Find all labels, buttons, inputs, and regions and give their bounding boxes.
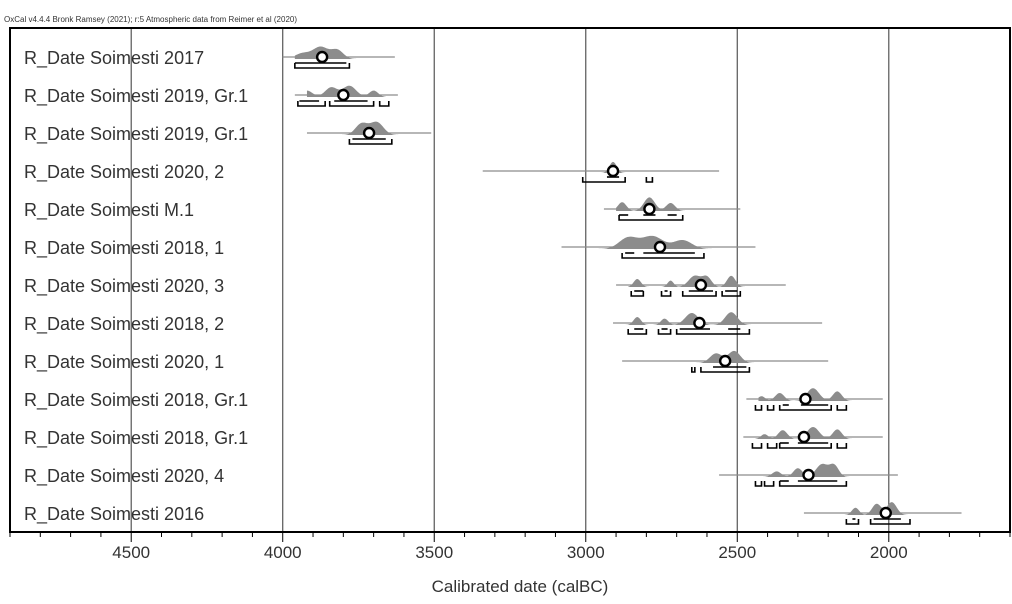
median-marker xyxy=(693,316,706,330)
median-marker xyxy=(362,126,376,140)
hpd95-bracket xyxy=(627,329,648,335)
credit-text: OxCal v4.4.4 Bronk Ramsey (2021); r:5 At… xyxy=(4,15,297,24)
hpd95-bracket xyxy=(660,291,672,297)
series-label: R_Date Soimesti 2017 xyxy=(24,48,204,69)
median-marker xyxy=(799,392,812,406)
series-label: R_Date Soimesti 2018, Gr.1 xyxy=(24,390,248,411)
hpd95-bracket xyxy=(766,405,775,411)
hpd95-bracket xyxy=(618,215,684,221)
median-marker xyxy=(694,278,708,292)
series-label: R_Date Soimesti 2020, 2 xyxy=(24,162,224,183)
plot-frame xyxy=(9,27,1011,533)
series-row: R_Date Soimesti 2017 xyxy=(24,46,395,69)
series-row: R_Date Soimesti 2018, 2 xyxy=(24,312,823,335)
series-row: R_Date Soimesti M.1 xyxy=(24,197,741,221)
hpd95-bracket xyxy=(691,367,696,373)
hpd95-bracket xyxy=(645,177,654,183)
hpd95-bracket xyxy=(754,481,763,487)
hpd95-bracket xyxy=(581,177,626,183)
median-marker xyxy=(802,468,815,482)
median-marker xyxy=(337,88,350,102)
median-marker xyxy=(606,164,620,178)
series-row: R_Date Soimesti 2020, 3 xyxy=(24,275,786,297)
hpd95-bracket xyxy=(328,101,375,107)
series-row: R_Date Soimesti 2020, 1 xyxy=(24,350,829,373)
series-row: R_Date Soimesti 2019, Gr.1 xyxy=(24,121,432,145)
hpd95-bracket xyxy=(681,291,717,297)
hpd95-bracket xyxy=(621,253,705,259)
median-marker xyxy=(879,506,892,520)
series-row: R_Date Soimesti 2016 xyxy=(24,502,962,525)
series-label: R_Date Soimesti 2019, Gr.1 xyxy=(24,124,248,145)
hpd95-bracket xyxy=(297,101,326,107)
hpd95-bracket xyxy=(766,443,778,449)
series-label: R_Date Soimesti 2016 xyxy=(24,504,204,525)
median-marker xyxy=(797,430,811,444)
median-marker xyxy=(643,202,656,216)
hpd95-bracket xyxy=(763,481,775,487)
hpd95-bracket xyxy=(778,405,833,411)
hpd95-bracket xyxy=(778,481,848,487)
tick-label: 3500 xyxy=(415,543,453,562)
hpd95-bracket xyxy=(754,405,763,411)
series-row: R_Date Soimesti 2018, 1 xyxy=(24,235,756,259)
series-row: R_Date Soimesti 2018, Gr.1 xyxy=(24,388,883,411)
hpd95-bracket xyxy=(378,101,390,107)
hpd95-bracket xyxy=(721,291,742,297)
hpd95-bracket xyxy=(630,291,645,297)
tick-label: 3000 xyxy=(567,543,605,562)
series-label: R_Date Soimesti 2020, 1 xyxy=(24,352,224,373)
series-label: R_Date Soimesti 2019, Gr.1 xyxy=(24,86,248,107)
median-marker xyxy=(718,354,732,368)
series-label: R_Date Soimesti 2018, Gr.1 xyxy=(24,428,248,449)
median-marker xyxy=(315,50,329,64)
x-axis-title: Calibrated date (calBC) xyxy=(432,577,609,596)
hpd95-bracket xyxy=(700,367,751,373)
hpd95-bracket xyxy=(869,519,911,525)
tick-label: 2500 xyxy=(718,543,756,562)
tick-label: 4500 xyxy=(112,543,150,562)
distribution-shape xyxy=(755,427,871,439)
series-label: R_Date Soimesti 2020, 4 xyxy=(24,466,224,487)
hpd95-bracket xyxy=(751,443,763,449)
tick-label: 4000 xyxy=(264,543,302,562)
hpd95-bracket xyxy=(845,519,860,525)
hpd95-bracket xyxy=(348,139,393,145)
series-row: R_Date Soimesti 2019, Gr.1 xyxy=(24,85,398,107)
series-label: R_Date Soimesti 2020, 3 xyxy=(24,276,224,297)
distribution-shape xyxy=(625,312,810,325)
series-row: R_Date Soimesti 2018, Gr.1 xyxy=(24,427,883,449)
series-row: R_Date Soimesti 2020, 4 xyxy=(24,463,898,487)
hpd95-bracket xyxy=(778,443,833,449)
hpd95-bracket xyxy=(294,63,351,69)
x-axis-ticks xyxy=(9,532,1011,542)
hpd95-bracket xyxy=(657,329,672,335)
hpd95-bracket xyxy=(675,329,751,335)
x-axis-tick-labels: 4500 4000 3500 3000 2500 2000 xyxy=(112,543,907,562)
hpd95-bracket xyxy=(836,405,848,411)
series-row: R_Date Soimesti 2020, 2 xyxy=(24,161,720,183)
grid-lines xyxy=(130,28,890,532)
series-rows: R_Date Soimesti 2017 R_Date Soimesti 2019… xyxy=(24,46,962,525)
hpd95-bracket xyxy=(836,443,848,449)
tick-label: 2000 xyxy=(870,543,908,562)
series-label: R_Date Soimesti 2018, 1 xyxy=(24,238,224,259)
series-label: R_Date Soimesti 2018, 2 xyxy=(24,314,224,335)
distribution-shape xyxy=(758,388,871,401)
series-label: R_Date Soimesti M.1 xyxy=(24,200,194,221)
median-marker xyxy=(653,240,667,254)
